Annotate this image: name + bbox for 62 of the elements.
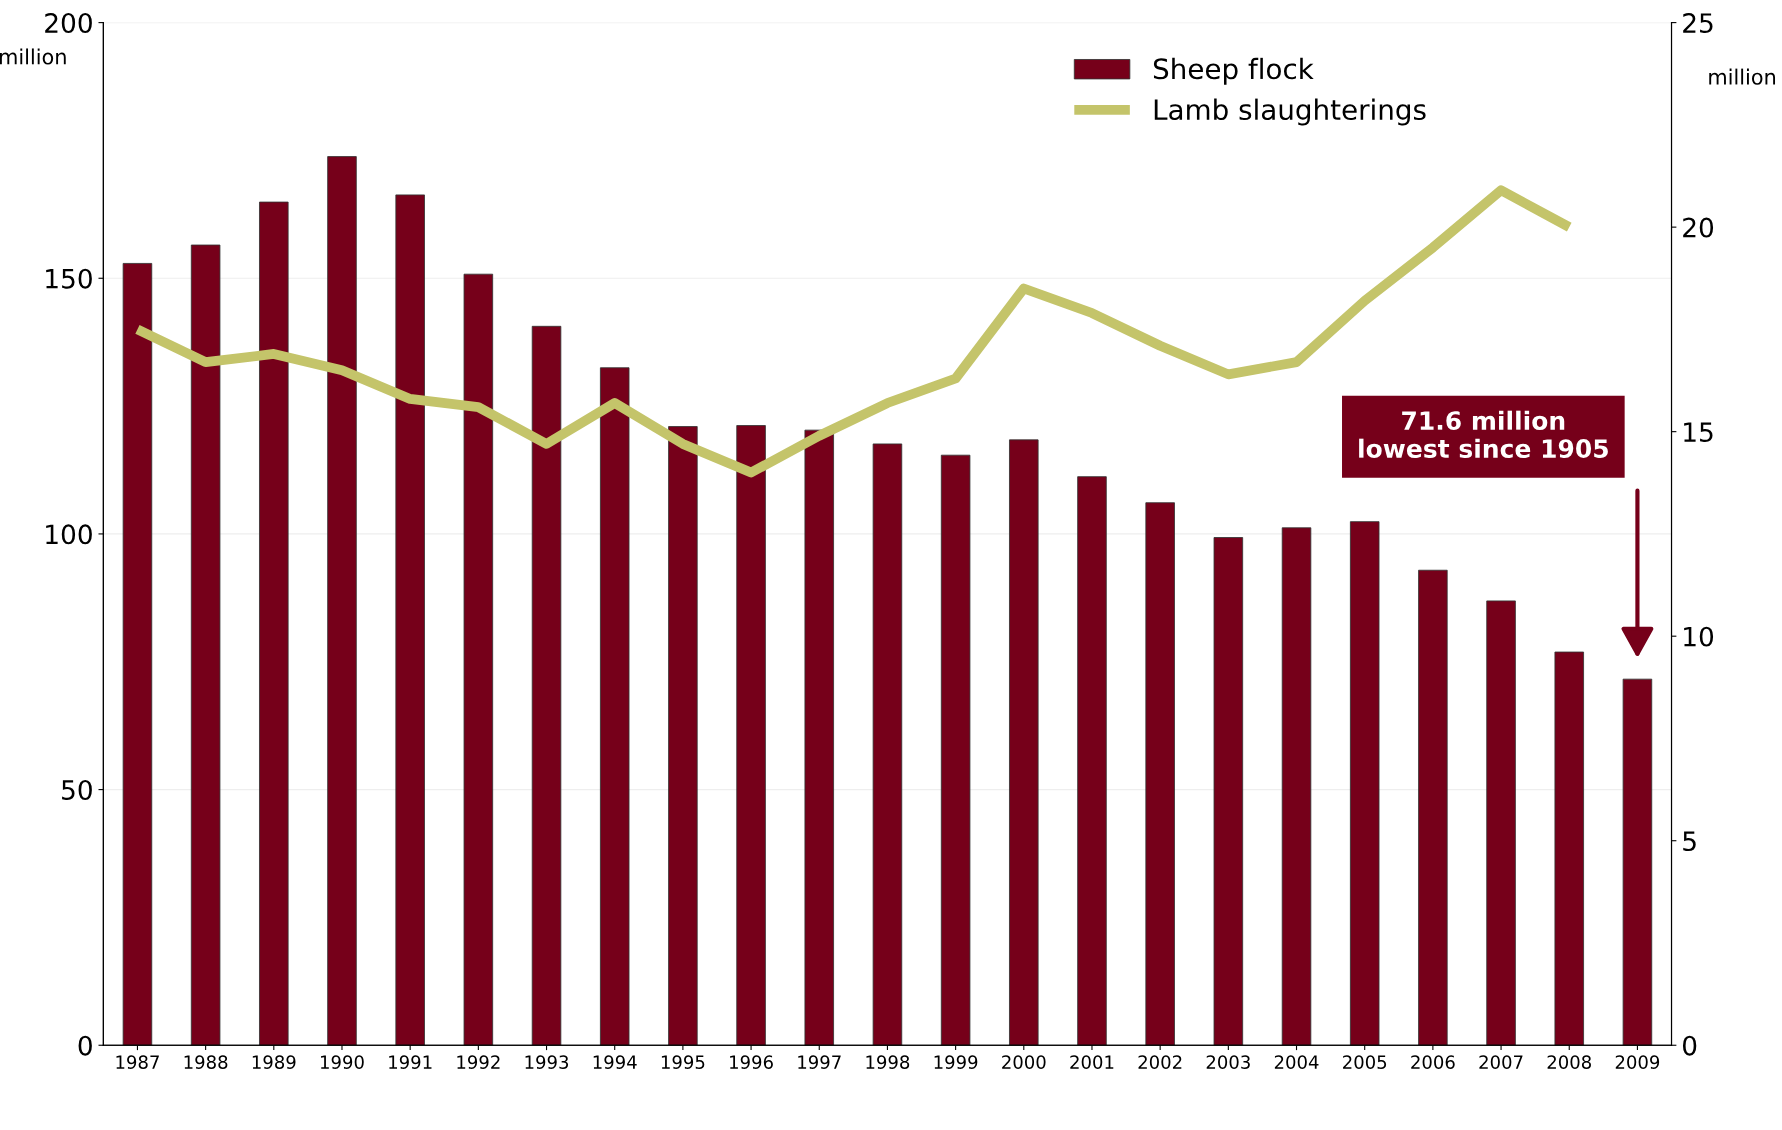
bar [531, 325, 562, 1046]
bar [1077, 476, 1107, 1046]
legend-label: Lamb slaughterings [1154, 98, 1426, 126]
x-tick-label: 1995 [661, 1055, 705, 1069]
y-tick-label: 200 [45, 13, 92, 33]
x-tick-label: 2008 [1547, 1055, 1591, 1069]
x-tick-label: 1987 [116, 1055, 159, 1069]
bar [1486, 600, 1516, 1046]
y2-tick-label: 20 [1683, 217, 1714, 238]
x-tick-label: 1988 [184, 1055, 228, 1069]
bar [1213, 537, 1244, 1046]
y2-tick-label: 10 [1684, 626, 1714, 647]
x-tick-label: 1996 [730, 1055, 773, 1069]
bar [190, 244, 221, 1046]
x-tick-label: 1994 [593, 1055, 637, 1069]
bar [804, 429, 834, 1046]
bar [259, 201, 289, 1046]
x-tick-label: 1989 [252, 1055, 296, 1069]
x-tick-label: 1999 [934, 1055, 978, 1069]
x-tick-label: 2003 [1206, 1055, 1250, 1069]
bar [872, 443, 903, 1046]
y2-tick-label: 5 [1683, 831, 1696, 852]
bar [940, 454, 971, 1046]
bar [599, 367, 630, 1046]
y-tick-label: 50 [62, 780, 92, 800]
x-tick-label: 1998 [866, 1055, 910, 1069]
y2-axis-title: million [1709, 68, 1776, 85]
x-tick-label: 2004 [1274, 1055, 1319, 1069]
x-tick-label: 2000 [1002, 1055, 1046, 1069]
y-tick-label: 0 [78, 1035, 92, 1056]
y2-tick-label: 0 [1682, 1035, 1697, 1056]
y2-tick-label: 25 [1683, 13, 1713, 33]
bar [463, 273, 494, 1046]
x-tick-label: 1993 [525, 1055, 569, 1069]
y-axis-title: million [0, 48, 66, 65]
bar [122, 263, 153, 1046]
bar [1622, 678, 1653, 1046]
bar [1554, 651, 1584, 1046]
x-tick-label: 2009 [1615, 1055, 1660, 1069]
x-tick-label: 2002 [1138, 1055, 1182, 1069]
x-tick-label: 1991 [389, 1055, 432, 1069]
bar [327, 156, 357, 1046]
bar [1145, 502, 1175, 1046]
y-tick-label: 150 [46, 268, 92, 289]
x-tick-label: 2001 [1070, 1055, 1114, 1069]
x-tick-label: 2005 [1343, 1055, 1387, 1069]
y-tick-label: 100 [46, 524, 92, 545]
legend-label: Sheep flock [1153, 57, 1314, 85]
bar [395, 194, 425, 1046]
bar [1281, 527, 1312, 1046]
x-tick-label: 1992 [457, 1055, 500, 1069]
x-tick-label: 2006 [1411, 1055, 1455, 1069]
x-tick-label: 2007 [1479, 1055, 1523, 1069]
bar [1418, 569, 1448, 1046]
bar [1349, 521, 1380, 1046]
y2-tick-label: 15 [1684, 422, 1713, 443]
bar [736, 425, 766, 1046]
bar [668, 426, 698, 1046]
x-tick-label: 1997 [798, 1055, 841, 1069]
x-tick-label: 1990 [321, 1055, 364, 1069]
bar [1009, 439, 1039, 1046]
annotation: 71.6 million lowest since 1905 [1359, 410, 1608, 459]
